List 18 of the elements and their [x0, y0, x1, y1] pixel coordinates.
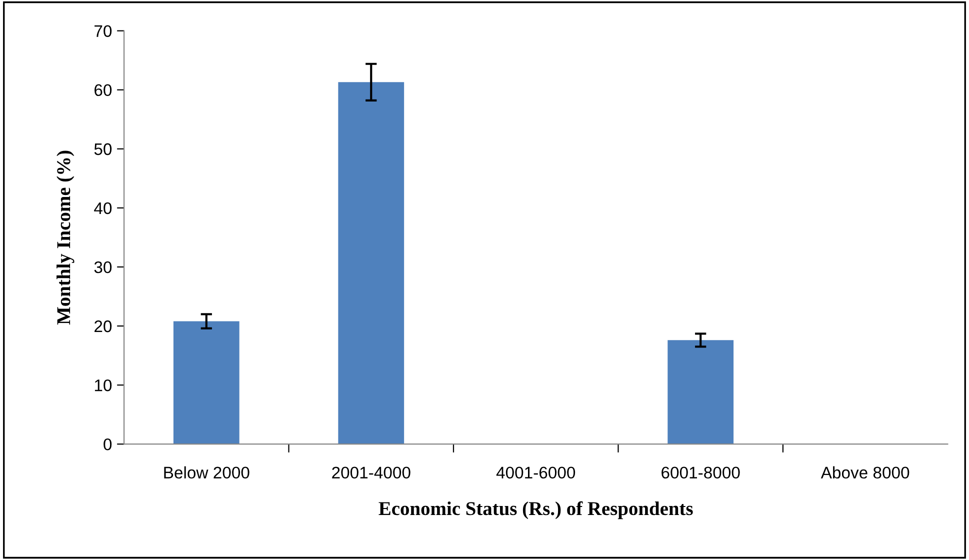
x-tick-label: 6001-8000: [662, 466, 740, 479]
y-tick-label: 70: [94, 25, 112, 38]
bar: [668, 340, 734, 444]
y-tick-label: 20: [94, 320, 112, 332]
y-tick-label: 0: [104, 438, 112, 450]
y-tick-label: 30: [94, 261, 112, 274]
x-tick-label: 4001-6000: [496, 466, 576, 479]
y-axis-title: Monthly Income (%): [56, 150, 74, 325]
bar: [338, 82, 404, 444]
y-tick-label: 50: [94, 143, 112, 156]
y-tick-label: 40: [94, 202, 112, 214]
y-tick-label: 60: [94, 84, 112, 96]
x-tick-label: Above 8000: [820, 466, 910, 479]
x-tick-label: 2001-4000: [332, 466, 410, 479]
bar: [173, 321, 240, 444]
x-tick-label: Below 2000: [164, 466, 250, 479]
x-axis-title: Economic Status (Rs.) of Respondents: [378, 501, 693, 520]
y-tick-label: 10: [94, 379, 112, 392]
